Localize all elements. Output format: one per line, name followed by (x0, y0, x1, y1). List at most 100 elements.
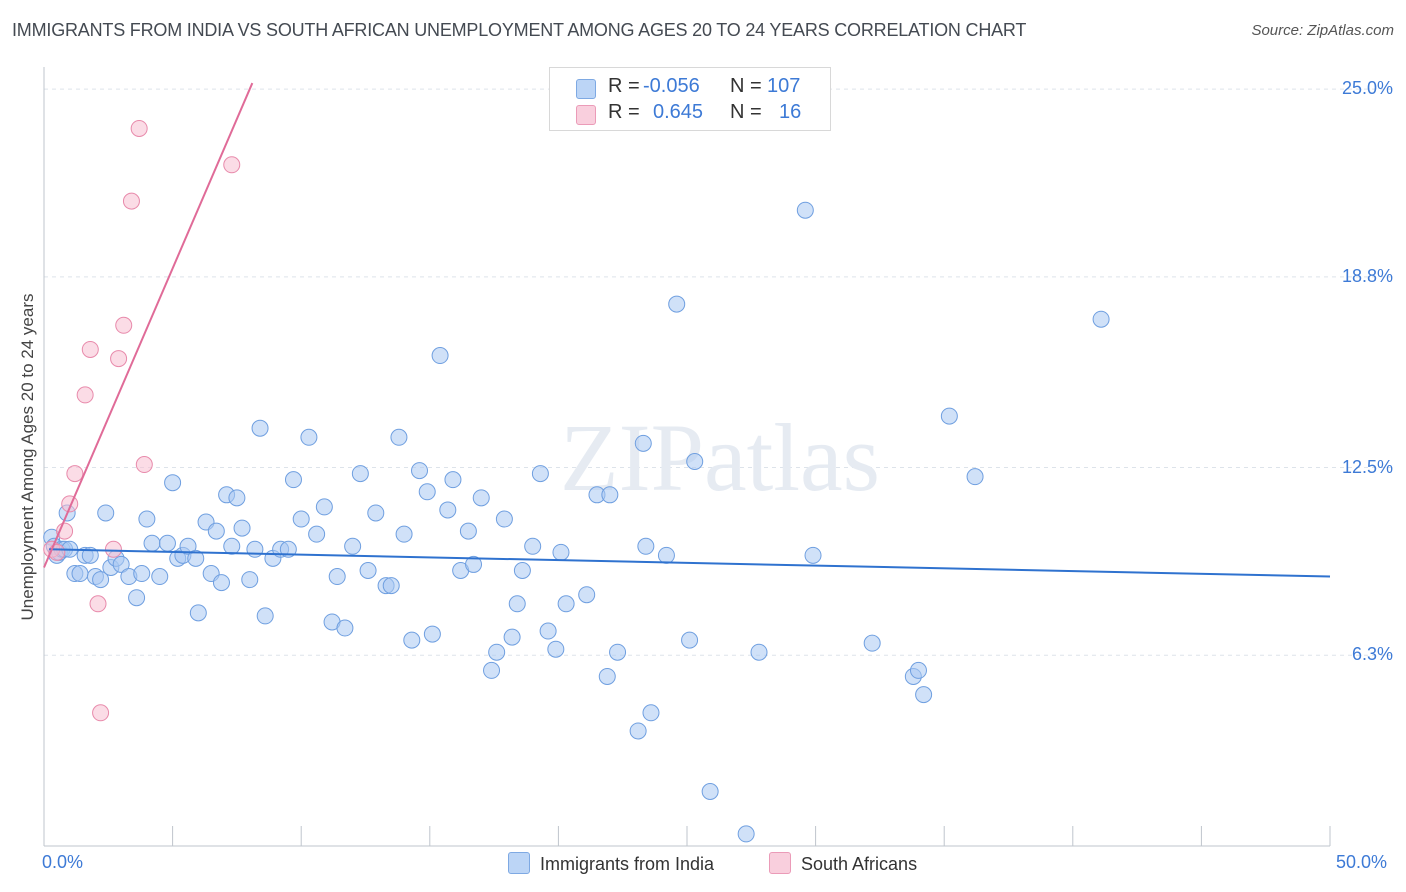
x-tick-label-max: 50.0% (1336, 852, 1388, 872)
series-legend-label-india: Immigrants from India (540, 854, 715, 874)
india-point (382, 577, 400, 595)
india-point (143, 534, 161, 552)
legend-r-label: R = (608, 101, 640, 123)
india-point (966, 468, 984, 486)
india-point (668, 295, 686, 313)
india-point (390, 428, 408, 446)
india-point (804, 546, 822, 564)
india-point (513, 561, 531, 579)
india-point (71, 565, 89, 583)
south-africans-point (135, 456, 153, 474)
trend-line-south-africans (43, 82, 254, 568)
india-point (750, 643, 768, 661)
india-point (737, 825, 755, 843)
legend-row-india: R = -0.056 N = 107 (550, 75, 830, 101)
south-africans-point (110, 350, 128, 368)
south-africans-point (122, 192, 140, 210)
india-point (940, 407, 958, 425)
india-point (439, 501, 457, 519)
south-africans-point (76, 386, 94, 404)
south-africans-point (104, 540, 122, 558)
series-legend-south-africans: South Africans (769, 852, 917, 875)
series-legend-swatch-india (508, 852, 530, 874)
correlation-legend: R = -0.056 N = 107 R = 0.645 N = 16 (549, 67, 831, 131)
legend-r-label: R = (608, 75, 640, 97)
chart-source: Source: ZipAtlas.com (1251, 22, 1394, 39)
india-point (246, 540, 264, 558)
india-point (634, 434, 652, 452)
india-point (578, 586, 596, 604)
legend-n-value: 107 (767, 75, 801, 97)
legend-r-value: -0.056 (643, 75, 700, 97)
india-point (344, 537, 362, 555)
series-india-points (43, 201, 1110, 843)
y-tick-label: 18.8% (1341, 265, 1393, 286)
trend-lines (43, 82, 1331, 578)
india-point (292, 510, 310, 528)
india-point (315, 498, 333, 516)
series-south-africans-points (43, 119, 241, 722)
india-point (300, 428, 318, 446)
india-point (138, 510, 156, 528)
india-point (701, 783, 719, 801)
india-point (207, 522, 225, 540)
india-point (539, 622, 557, 640)
india-point (503, 628, 521, 646)
india-point (128, 589, 146, 607)
y-tick-label: 25.0% (1341, 78, 1393, 99)
india-point (189, 604, 207, 622)
south-africans-point (89, 595, 107, 613)
india-point (495, 510, 513, 528)
south-africans-point (115, 316, 133, 334)
india-point (158, 534, 176, 552)
india-point (223, 537, 241, 555)
india-point (459, 522, 477, 540)
india-point (133, 565, 151, 583)
india-point (328, 568, 346, 586)
india-point (284, 471, 302, 489)
india-point (228, 489, 246, 507)
grid-lines (44, 88, 1392, 656)
india-point (151, 568, 169, 586)
india-point (547, 640, 565, 658)
legend-swatch-india (576, 79, 596, 99)
x-tick-label-min: 0.0% (42, 852, 84, 872)
series-legend-swatch-south-africans (769, 852, 791, 874)
india-point (483, 661, 501, 679)
india-point (531, 465, 549, 483)
india-point (359, 561, 377, 579)
india-point (112, 555, 130, 573)
india-point (367, 504, 385, 522)
india-point (552, 543, 570, 561)
india-point (336, 619, 354, 637)
india-point (431, 347, 449, 365)
y-axis-title: Unemployment Among Ages 20 to 24 years (18, 293, 37, 621)
india-point (418, 483, 436, 501)
india-point (465, 555, 483, 573)
india-point (251, 419, 269, 437)
india-point (179, 537, 197, 555)
south-africans-point (130, 119, 148, 137)
india-point (308, 525, 326, 543)
south-africans-point (66, 465, 84, 483)
india-point (681, 631, 699, 649)
india-point (915, 686, 933, 704)
india-point (351, 465, 369, 483)
india-point (81, 546, 99, 564)
legend-row-south-africans: R = 0.645 N = 16 (550, 101, 830, 127)
india-point (863, 634, 881, 652)
india-point (212, 574, 230, 592)
india-point (233, 519, 251, 537)
india-point (472, 489, 490, 507)
india-point (423, 625, 441, 643)
india-point (488, 643, 506, 661)
india-point (241, 571, 259, 589)
india-point (909, 661, 927, 679)
series-legend-label-south-africans: South Africans (801, 854, 918, 874)
legend-n-label: N = (730, 75, 762, 97)
india-point (557, 595, 575, 613)
india-point (637, 537, 655, 555)
series-legend-india: Immigrants from India (508, 852, 714, 875)
y-tick-label: 6.3% (1351, 644, 1393, 665)
south-africans-point (92, 704, 110, 722)
